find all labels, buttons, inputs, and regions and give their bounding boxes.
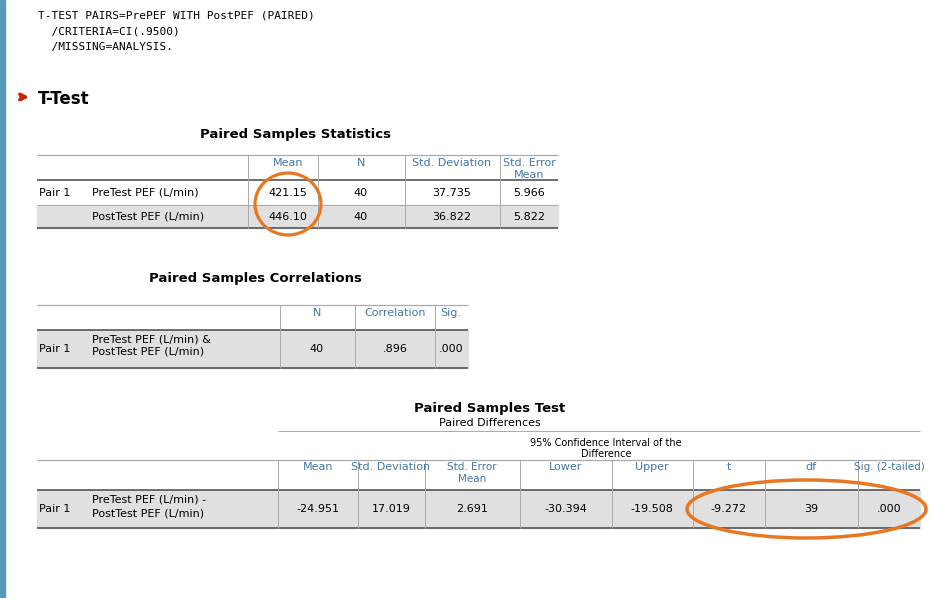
Text: PostTest PEF (L/min): PostTest PEF (L/min) [92, 347, 204, 357]
Bar [37, 330, 468, 368]
Bar [37, 205, 558, 228]
Text: 5.822: 5.822 [513, 212, 545, 221]
Text: .896: .896 [383, 344, 408, 354]
Text: Std. Deviation: Std. Deviation [352, 462, 430, 472]
Text: 5.966: 5.966 [513, 188, 545, 197]
Text: 37.735: 37.735 [433, 188, 471, 197]
Text: N: N [313, 308, 321, 318]
Text: T-Test: T-Test [38, 90, 90, 108]
Text: N: N [356, 158, 365, 168]
Text: Lower: Lower [550, 462, 583, 472]
Text: 421.15: 421.15 [269, 188, 308, 197]
Text: 39: 39 [804, 504, 818, 514]
Text: PreTest PEF (L/min): PreTest PEF (L/min) [92, 188, 199, 197]
Text: PostTest PEF (L/min): PostTest PEF (L/min) [92, 508, 204, 518]
Text: PreTest PEF (L/min) &: PreTest PEF (L/min) & [92, 334, 211, 344]
Text: PreTest PEF (L/min) -: PreTest PEF (L/min) - [92, 495, 206, 505]
Text: Sig.: Sig. [440, 308, 462, 318]
Text: Sig. (2-tailed): Sig. (2-tailed) [854, 462, 925, 472]
Text: -19.508: -19.508 [631, 504, 674, 514]
Text: Correlation: Correlation [364, 308, 425, 318]
Text: Upper: Upper [635, 462, 669, 472]
Text: .000: .000 [877, 504, 901, 514]
Text: Mean: Mean [272, 158, 303, 168]
Text: Pair 1: Pair 1 [39, 188, 70, 197]
Text: /CRITERIA=CI(.9500): /CRITERIA=CI(.9500) [38, 26, 180, 36]
Text: Std. Error
Mean: Std. Error Mean [503, 158, 555, 179]
Text: t: t [727, 462, 731, 472]
Text: 17.019: 17.019 [371, 504, 411, 514]
Text: Std. Error
Mean: Std. Error Mean [447, 462, 496, 484]
Text: Paired Samples Test: Paired Samples Test [414, 402, 565, 415]
Text: 40: 40 [354, 212, 368, 221]
Text: -30.394: -30.394 [545, 504, 588, 514]
Text: 40: 40 [310, 344, 324, 354]
Text: 40: 40 [354, 188, 368, 197]
Bar [37, 490, 920, 528]
Text: .000: .000 [439, 344, 464, 354]
Text: PostTest PEF (L/min): PostTest PEF (L/min) [92, 212, 204, 221]
Text: -9.272: -9.272 [711, 504, 747, 514]
Text: Paired Differences: Paired Differences [439, 418, 541, 428]
Text: -24.951: -24.951 [297, 504, 340, 514]
Text: /MISSING=ANALYSIS.: /MISSING=ANALYSIS. [38, 42, 173, 52]
Text: df: df [805, 462, 816, 472]
Text: 36.822: 36.822 [433, 212, 471, 221]
Text: 95% Confidence Interval of the: 95% Confidence Interval of the [530, 438, 682, 448]
Text: Pair 1: Pair 1 [39, 344, 70, 354]
Text: Pair 1: Pair 1 [39, 504, 70, 514]
Text: T-TEST PAIRS=PrePEF WITH PostPEF (PAIRED): T-TEST PAIRS=PrePEF WITH PostPEF (PAIRED… [38, 10, 314, 20]
Text: 2.691: 2.691 [456, 504, 488, 514]
Text: Paired Samples Statistics: Paired Samples Statistics [200, 128, 391, 141]
Text: Std. Deviation: Std. Deviation [412, 158, 492, 168]
Text: Mean: Mean [302, 462, 333, 472]
Text: Difference: Difference [580, 449, 632, 459]
Text: 446.10: 446.10 [269, 212, 308, 221]
Bar [0, 0, 5, 598]
Text: Paired Samples Correlations: Paired Samples Correlations [148, 272, 361, 285]
